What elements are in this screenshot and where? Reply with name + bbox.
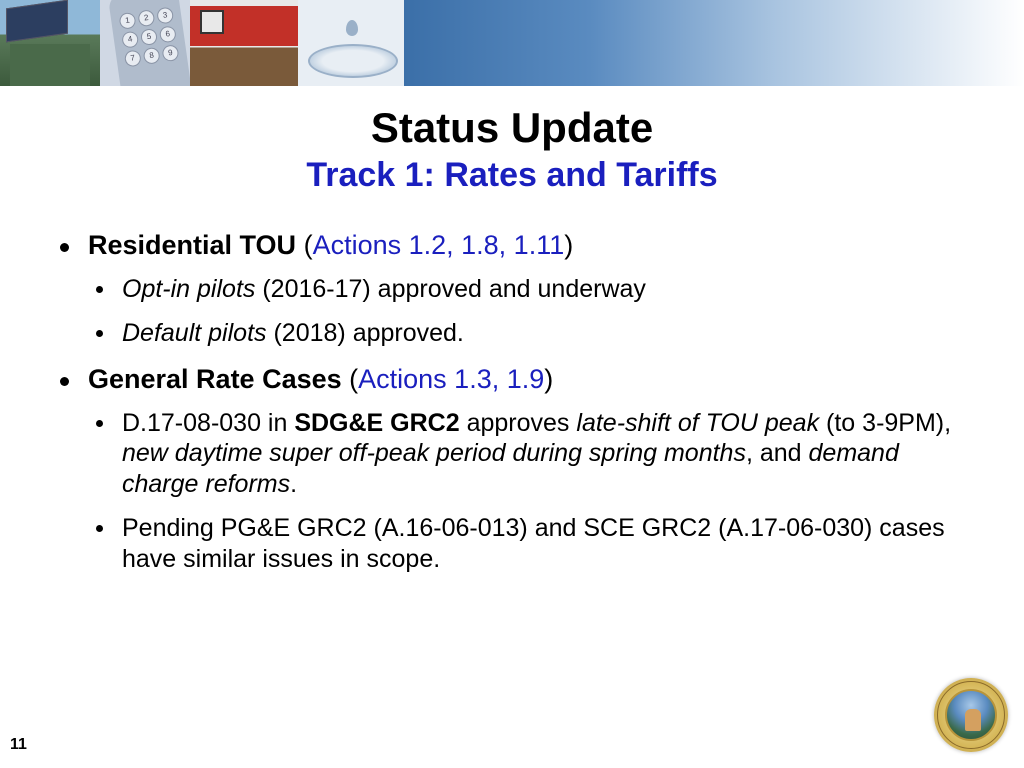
bullet-residential-tou: Residential TOU (Actions 1.2, 1.8, 1.11)… [54, 229, 954, 349]
body-content: Residential TOU (Actions 1.2, 1.8, 1.11)… [0, 195, 1024, 574]
italic-text: Default pilots [122, 319, 267, 347]
text-plain: Pending PG&E GRC2 (A.16-06-013) and SCE … [122, 514, 945, 573]
bullet-general-rate-cases: General Rate Cases (Actions 1.3, 1.9) D.… [54, 363, 954, 574]
text-mid: , and [746, 439, 809, 467]
text-pre: D.17-08-030 in [122, 409, 294, 437]
header-banner: 123456789 [0, 0, 1024, 86]
banner-gradient [404, 0, 1024, 86]
seal-inner [945, 689, 997, 741]
rest-text: (2018) approved. [267, 319, 464, 347]
banner-image-house [0, 0, 100, 86]
paren-close: ) [564, 230, 573, 260]
paren-open: ( [296, 230, 313, 260]
slide-title: Status Update [0, 104, 1024, 152]
sub-bullet: D.17-08-030 in SDG&E GRC2 approves late-… [88, 408, 954, 500]
rest-text: (2016-17) approved and underway [255, 275, 646, 303]
text-tail: . [290, 470, 297, 498]
slide: 123456789 Status Update Track 1: Rates a… [0, 0, 1024, 768]
banner-image-waterdrop [298, 0, 404, 86]
italic-text: Opt-in pilots [122, 275, 255, 303]
actions-link: Actions 1.2, 1.8, 1.11 [313, 230, 565, 260]
text-italic: new daytime super off-peak period during… [122, 439, 746, 467]
text-mid: (to 3-9PM), [819, 409, 951, 437]
actions-link: Actions 1.3, 1.9 [358, 364, 544, 394]
slide-subtitle: Track 1: Rates and Tariffs [0, 156, 1024, 195]
sub-bullet: Default pilots (2018) approved. [88, 318, 954, 349]
bullet-heading: Residential TOU [88, 230, 296, 260]
title-block: Status Update Track 1: Rates and Tariffs [0, 104, 1024, 195]
sub-bullet: Opt-in pilots (2016-17) approved and und… [88, 274, 954, 305]
text-italic: late-shift of TOU peak [576, 409, 819, 437]
banner-image-train [190, 0, 298, 86]
paren-open: ( [342, 364, 359, 394]
text-bold: SDG&E GRC2 [294, 409, 459, 437]
banner-image-phone: 123456789 [100, 0, 190, 86]
paren-close: ) [544, 364, 553, 394]
page-number: 11 [10, 736, 27, 754]
cpuc-seal-icon [934, 678, 1008, 752]
text-mid: approves [460, 409, 577, 437]
sub-bullet: Pending PG&E GRC2 (A.16-06-013) and SCE … [88, 513, 954, 574]
bullet-heading: General Rate Cases [88, 364, 342, 394]
